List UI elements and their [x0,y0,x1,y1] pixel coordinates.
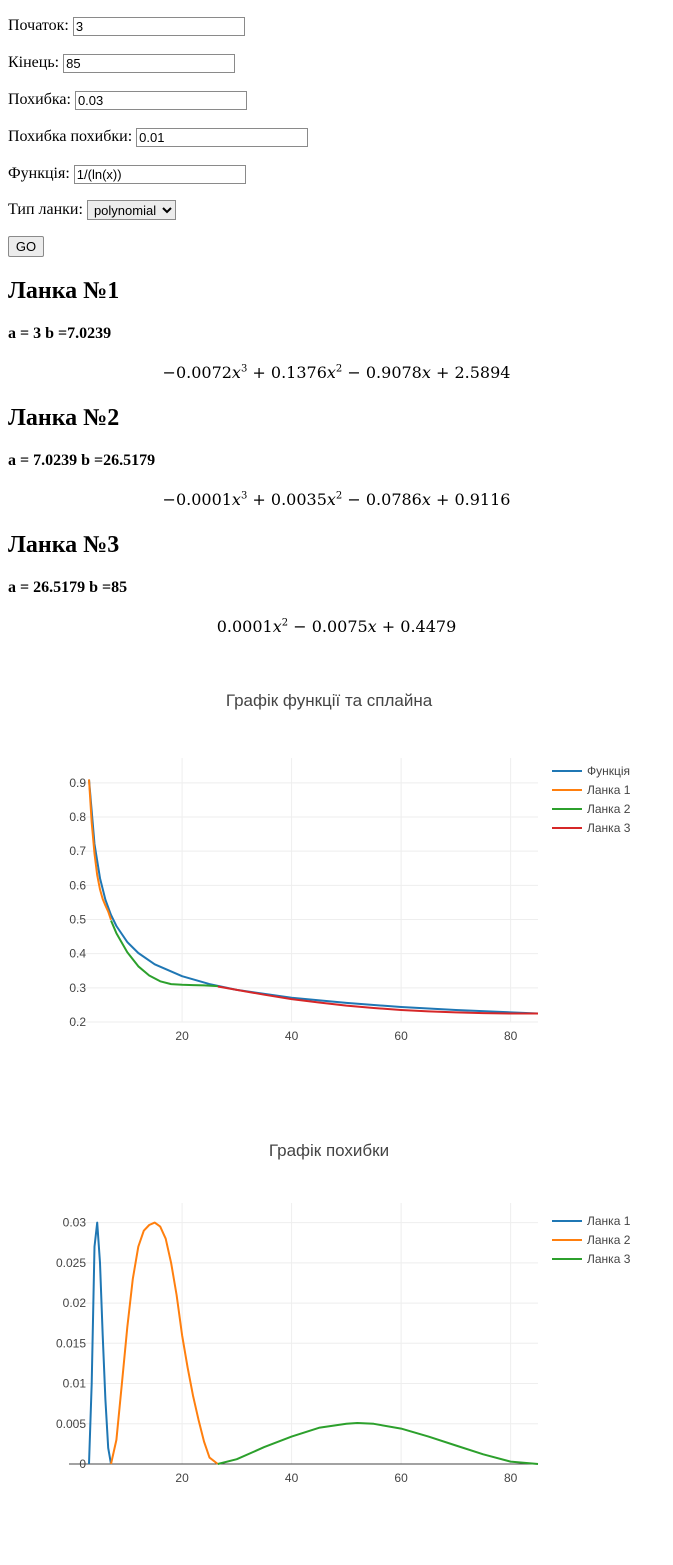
function-spline-chart: 20 40 60 80 0.2 0.3 0.4 0.5 0.6 0.7 0.8 0.9 Функція Л… [69,758,631,1043]
series-line-2 [110,1221,219,1465]
link-3-formula: 0.0001x2 − 0.0075x + 0.4479 [216,617,457,636]
y-tick-label: 0.9 [69,776,86,790]
legend-label[interactable]: Ланка 2 [587,1233,631,1247]
y-tick-label: 0.02 [63,1296,87,1310]
series-line-2 [88,779,112,921]
x-tick-label: 80 [504,1471,518,1485]
legend-label[interactable]: Функція [587,764,630,778]
y-tick-label: 0.6 [69,878,86,892]
y-tick-label: 0.01 [63,1377,87,1391]
legend-label[interactable]: Ланка 2 [587,802,631,816]
link-3-title: Ланка №3 [8,532,120,558]
series-line-1 [88,1221,112,1465]
y-tick-label: 0.3 [69,981,86,995]
y-tick-label: 0 [79,1457,86,1471]
link-3-range: a = 26.5179 b =85 [8,579,128,596]
end-input[interactable] [63,53,236,73]
series-line-4 [217,985,538,1015]
error-error-row: Похибка похибки: [8,127,309,147]
legend-label[interactable]: Ланка 3 [587,1252,631,1266]
y-tick-label: 0.5 [69,913,86,927]
y-tick-label: 0.8 [69,810,86,824]
link-1-formula: −0.0072x3 + 0.1376x2 − 0.9078x + 2.5894 [162,363,511,382]
y-tick-label: 0.005 [56,1417,86,1431]
start-row: Початок: [8,16,245,36]
error-label: Похибка: [8,91,71,108]
legend-label[interactable]: Ланка 1 [587,1214,631,1228]
y-tick-label: 0.2 [69,1015,86,1029]
link-2-formula: −0.0001x3 + 0.0035x2 − 0.0786x + 0.9116 [162,490,511,509]
chart-1-title: Графік функції та сплайна [225,691,433,710]
function-row: Функція: [8,164,246,184]
link-1-title: Ланка №1 [8,278,120,304]
link-1-range: a = 3 b =7.0239 [8,325,112,342]
function-label: Функція: [8,165,70,182]
end-label: Кінець: [8,54,60,71]
legend-label[interactable]: Ланка 3 [587,821,631,835]
link-type-label: Тип ланки: [8,201,83,218]
start-input[interactable] [72,16,245,36]
x-tick-label: 40 [285,1029,299,1043]
legend-label[interactable]: Ланка 1 [587,783,631,797]
function-input[interactable] [73,164,246,184]
y-tick-label: 0.03 [63,1216,87,1230]
x-tick-label: 80 [504,1029,518,1043]
error-row: Похибка: [8,90,247,110]
series-line-1 [88,779,539,1015]
end-row: Кінець: [8,53,236,73]
link-type-row: Тип ланки: polynomial [8,200,176,221]
error-input[interactable] [74,90,247,110]
x-tick-label: 60 [394,1471,408,1485]
y-tick-label: 0.4 [69,947,86,961]
error-chart: 20 40 60 80 0 0.005 0.01 0.015 0.02 0.025 0.03 Ланк… [56,1203,631,1485]
link-type-select[interactable]: polynomial [86,200,176,221]
error-error-label: Похибка похибки: [8,128,133,145]
start-label: Початок: [8,17,69,34]
y-tick-label: 0.015 [56,1336,86,1350]
link-2-title: Ланка №2 [8,405,120,431]
series-line-3 [110,920,218,988]
y-tick-label: 0.025 [56,1256,86,1270]
y-tick-label: 0.7 [69,844,86,858]
x-tick-label: 20 [175,1029,189,1043]
chart-2-title: Графік похибки [268,1141,390,1160]
x-tick-label: 60 [394,1029,408,1043]
series-line-3 [217,1422,539,1465]
error-error-input[interactable] [136,127,309,147]
go-button[interactable]: GO [8,236,44,257]
x-tick-label: 40 [285,1471,299,1485]
link-2-range: a = 7.0239 b =26.5179 [8,452,156,469]
x-tick-label: 20 [175,1471,189,1485]
